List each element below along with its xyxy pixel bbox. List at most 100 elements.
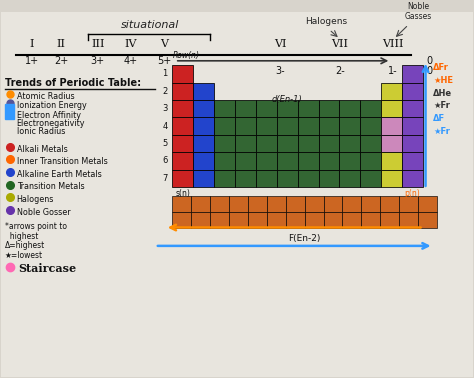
Text: Halogens: Halogens — [305, 17, 347, 26]
Text: F(En-2): F(En-2) — [289, 234, 321, 243]
Bar — [235, 117, 256, 135]
Bar — [402, 100, 423, 117]
Text: ΔHe: ΔHe — [433, 89, 452, 98]
Bar — [193, 82, 214, 100]
Bar — [402, 152, 423, 169]
Text: Δ=highest: Δ=highest — [5, 242, 45, 250]
Bar — [381, 135, 402, 152]
Bar — [256, 135, 277, 152]
Text: Electronegativity: Electronegativity — [17, 119, 85, 128]
Text: Halogens: Halogens — [17, 195, 54, 204]
Bar — [193, 169, 214, 187]
Text: 2: 2 — [162, 87, 167, 96]
Bar — [173, 135, 193, 152]
Bar — [319, 100, 339, 117]
Bar — [360, 100, 381, 117]
Bar — [193, 135, 214, 152]
Bar — [191, 196, 210, 212]
Bar — [267, 212, 286, 228]
Text: 1-: 1- — [388, 66, 398, 76]
Bar — [277, 169, 298, 187]
Text: 6: 6 — [162, 156, 167, 165]
Text: ★Fr: ★Fr — [433, 101, 450, 110]
Bar — [173, 100, 193, 117]
Bar — [324, 196, 343, 212]
Text: 1: 1 — [162, 69, 167, 78]
Bar — [248, 196, 267, 212]
Bar — [214, 100, 235, 117]
Text: Ionic Radius: Ionic Radius — [17, 127, 65, 136]
Text: Inner Transition Metals: Inner Transition Metals — [17, 157, 108, 166]
Bar — [402, 117, 423, 135]
Bar — [256, 100, 277, 117]
Text: 1+: 1+ — [25, 56, 38, 66]
Bar — [339, 100, 360, 117]
Bar — [286, 196, 305, 212]
Bar — [277, 100, 298, 117]
Bar — [229, 196, 248, 212]
Bar — [298, 100, 319, 117]
Text: Staircase: Staircase — [18, 263, 76, 274]
Text: VIII: VIII — [382, 39, 403, 49]
Text: ΔFr: ΔFr — [433, 63, 449, 71]
Text: 3+: 3+ — [91, 56, 105, 66]
Text: 2+: 2+ — [54, 56, 69, 66]
Text: Noble Gosser: Noble Gosser — [17, 208, 70, 217]
Bar — [319, 169, 339, 187]
Bar — [173, 212, 191, 228]
Bar — [5, 104, 14, 119]
Bar — [360, 117, 381, 135]
Bar — [173, 117, 193, 135]
Bar — [381, 100, 402, 117]
Bar — [214, 135, 235, 152]
Bar — [173, 82, 193, 100]
Bar — [319, 135, 339, 152]
Text: Ionization Energy: Ionization Energy — [17, 101, 86, 110]
Bar — [380, 196, 399, 212]
Bar — [305, 212, 324, 228]
Bar — [381, 117, 402, 135]
Bar — [235, 169, 256, 187]
Text: 0: 0 — [427, 66, 433, 76]
Bar — [286, 212, 305, 228]
Bar — [343, 212, 361, 228]
Text: 0: 0 — [427, 56, 433, 66]
Text: highest: highest — [5, 232, 38, 241]
Text: 3-: 3- — [275, 66, 285, 76]
Bar — [339, 169, 360, 187]
Text: d(En-1): d(En-1) — [272, 95, 302, 104]
Text: 2-: 2- — [335, 66, 345, 76]
Bar — [173, 196, 191, 212]
Bar — [298, 117, 319, 135]
Text: ★Fr: ★Fr — [433, 127, 450, 136]
Text: Atomic Radius: Atomic Radius — [17, 91, 74, 101]
Text: 5: 5 — [162, 139, 167, 148]
Text: Row(n): Row(n) — [173, 51, 200, 60]
Bar — [229, 212, 248, 228]
Bar — [360, 135, 381, 152]
Bar — [339, 135, 360, 152]
Bar — [173, 65, 193, 82]
Bar — [381, 169, 402, 187]
Bar — [360, 152, 381, 169]
Bar — [402, 82, 423, 100]
Text: p(n): p(n) — [405, 189, 420, 198]
Text: 4+: 4+ — [124, 56, 138, 66]
Bar — [399, 196, 418, 212]
Text: 4: 4 — [162, 122, 167, 130]
Text: *arrows point to: *arrows point to — [5, 222, 67, 231]
Bar — [191, 212, 210, 228]
Text: VI: VI — [274, 39, 286, 49]
Bar — [256, 152, 277, 169]
Text: ΔF: ΔF — [433, 114, 445, 123]
Bar — [277, 117, 298, 135]
Bar — [339, 117, 360, 135]
Bar — [399, 212, 418, 228]
Bar — [235, 152, 256, 169]
Bar — [380, 212, 399, 228]
Bar — [173, 169, 193, 187]
Bar — [402, 65, 423, 82]
Text: II: II — [57, 39, 66, 49]
Bar — [360, 169, 381, 187]
Bar — [381, 152, 402, 169]
